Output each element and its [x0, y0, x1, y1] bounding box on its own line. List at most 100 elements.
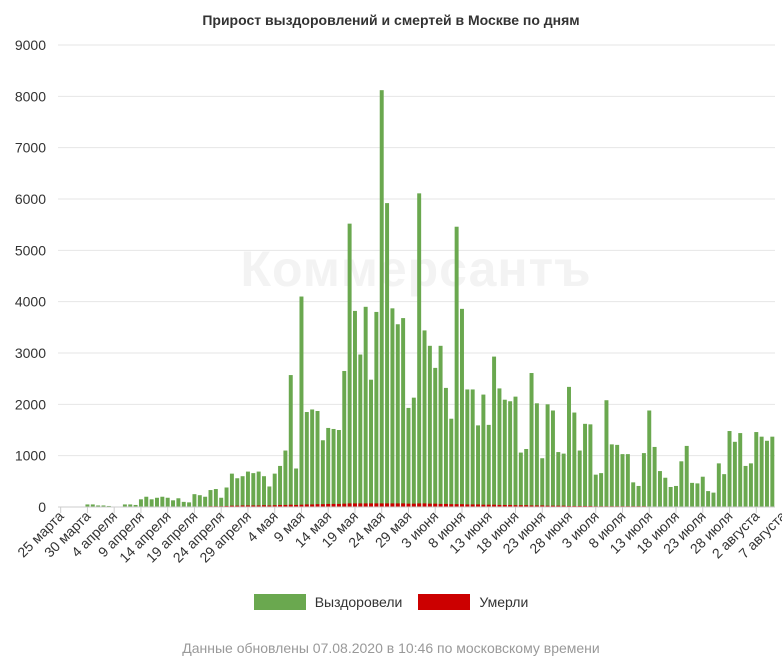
- bar-recovered: [641, 453, 646, 507]
- bar-deaths: [401, 503, 406, 507]
- bar-recovered: [283, 450, 288, 507]
- bar-recovered: [770, 436, 775, 507]
- bar-recovered: [422, 330, 427, 507]
- footer-note: Данные обновлены 07.08.2020 в 10:46 по м…: [182, 640, 600, 656]
- bar-deaths: [369, 503, 373, 507]
- bar-recovered: [133, 504, 138, 507]
- bar-deaths: [272, 505, 277, 507]
- bar-recovered: [460, 308, 464, 507]
- bar-deaths: [395, 503, 400, 507]
- bar-deaths: [256, 505, 261, 507]
- bar-recovered: [529, 373, 534, 507]
- bar-deaths: [304, 504, 309, 507]
- bar-deaths: [572, 505, 577, 507]
- bar-deaths: [385, 503, 390, 507]
- bar-recovered: [652, 446, 657, 507]
- bar-deaths: [310, 504, 315, 507]
- bar-deaths: [240, 505, 245, 507]
- bar-recovered: [684, 445, 689, 507]
- bar-recovered: [706, 491, 711, 507]
- bar-deaths: [326, 503, 331, 507]
- bar-deaths: [331, 503, 336, 507]
- bar-deaths: [336, 503, 341, 507]
- bar-deaths: [427, 503, 432, 507]
- bar-recovered: [128, 504, 133, 507]
- bar-deaths: [476, 504, 481, 507]
- bar-deaths: [224, 505, 229, 507]
- bar-recovered: [609, 444, 614, 507]
- bar-recovered: [90, 504, 95, 507]
- bar-deaths: [502, 504, 507, 507]
- bar-recovered: [187, 502, 192, 507]
- bar-recovered: [561, 453, 566, 507]
- bar-recovered: [390, 308, 395, 507]
- bar-recovered: [320, 440, 325, 507]
- bar-recovered: [481, 394, 486, 507]
- bar-recovered: [599, 473, 604, 507]
- bar-recovered: [213, 489, 218, 507]
- bar-recovered: [668, 486, 673, 507]
- bar-deaths: [545, 505, 550, 507]
- bar-deaths: [443, 503, 448, 507]
- bar-recovered: [545, 404, 550, 507]
- bar-recovered: [454, 226, 459, 507]
- bar-recovered: [374, 311, 379, 507]
- bar-deaths: [529, 505, 534, 507]
- bar-recovered: [235, 478, 240, 507]
- bar-recovered: [256, 471, 261, 507]
- bar-recovered: [593, 474, 598, 507]
- bar-recovered: [711, 492, 716, 507]
- bar-recovered: [85, 504, 90, 507]
- bar-recovered: [550, 410, 555, 507]
- bar-deaths: [449, 504, 454, 507]
- bar-recovered: [406, 407, 411, 507]
- bar-recovered: [759, 436, 764, 507]
- bar-deaths: [470, 504, 475, 507]
- bar-recovered: [251, 473, 256, 507]
- bar-deaths: [492, 504, 497, 507]
- bar-deaths: [251, 505, 256, 507]
- bar-deaths: [497, 504, 502, 507]
- bar-recovered: [101, 505, 106, 507]
- bar-recovered: [352, 310, 357, 507]
- bar-recovered: [743, 465, 748, 507]
- bar-recovered: [342, 370, 347, 507]
- bar-recovered: [299, 296, 304, 507]
- bar-recovered: [267, 486, 272, 507]
- bar-deaths: [433, 503, 438, 507]
- bar-recovered: [401, 318, 406, 507]
- bar-recovered: [647, 410, 652, 507]
- bar-deaths: [508, 504, 513, 507]
- legend-item-recovered[interactable]: Выздоровели: [253, 594, 402, 610]
- bar-deaths: [278, 504, 283, 507]
- y-tick-label: 2000: [15, 396, 46, 412]
- bar-recovered: [674, 485, 678, 507]
- chart-title: Прирост выздоровлений и смертей в Москве…: [202, 12, 580, 28]
- bar-deaths: [406, 503, 411, 507]
- bar-recovered: [748, 463, 753, 507]
- bar-recovered: [122, 504, 127, 507]
- y-tick-label: 5000: [15, 242, 46, 258]
- bar-recovered: [449, 418, 454, 507]
- bar-recovered: [427, 345, 432, 507]
- legend: Выздоровели Умерли: [0, 594, 782, 610]
- legend-item-deaths[interactable]: Умерли: [418, 594, 528, 610]
- y-tick-label: 7000: [15, 140, 46, 156]
- y-tick-label: 8000: [15, 88, 46, 104]
- bar-recovered: [470, 389, 475, 507]
- bar-recovered: [722, 474, 727, 507]
- bar-deaths: [417, 503, 422, 507]
- legend-swatch-deaths: [418, 594, 471, 610]
- bar-recovered: [165, 497, 170, 507]
- y-tick-label: 6000: [15, 191, 46, 207]
- bar-recovered: [518, 452, 523, 507]
- bar-recovered: [411, 397, 416, 507]
- bar-recovered: [294, 468, 299, 507]
- bar-recovered: [219, 497, 224, 507]
- bar-recovered: [433, 367, 438, 507]
- bar-recovered: [492, 356, 497, 507]
- bar-recovered: [588, 424, 593, 507]
- bar-recovered: [181, 501, 186, 507]
- bar-recovered: [262, 476, 266, 507]
- bar-deaths: [352, 503, 357, 507]
